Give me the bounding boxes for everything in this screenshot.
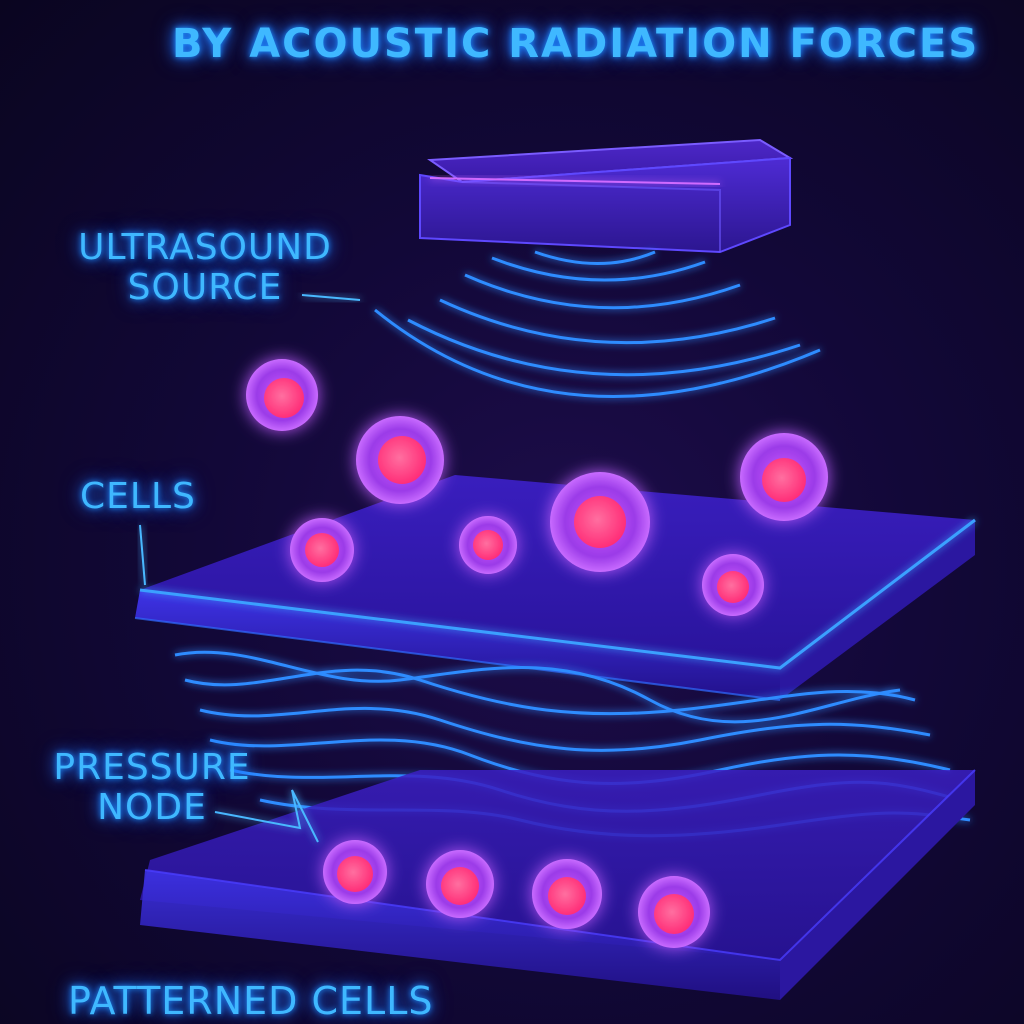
label-pressure-node: PRESSURE NODE xyxy=(53,747,251,829)
diagram-title: BY ACOUSTIC RADIATION FORCES xyxy=(172,21,980,67)
cell xyxy=(740,433,828,521)
cell xyxy=(459,516,517,574)
ultrasound-source-transducer xyxy=(419,138,794,254)
cell-plate-top xyxy=(134,475,976,701)
ultrasound-label-leader xyxy=(301,294,361,301)
patterned-cell xyxy=(323,840,387,904)
cell xyxy=(550,472,650,572)
ultrasound-wavefronts xyxy=(374,250,821,399)
label-cells: CELLS xyxy=(80,476,196,517)
patterned-cell xyxy=(532,859,602,929)
cell xyxy=(290,518,354,582)
cell xyxy=(702,554,764,616)
patterned-cells-group xyxy=(323,840,710,948)
cells-label-leader xyxy=(139,524,146,586)
cell xyxy=(356,416,444,504)
pressure-node-leader xyxy=(214,789,319,843)
patterned-cell xyxy=(426,850,494,918)
cell xyxy=(246,359,318,431)
patterned-cell xyxy=(638,876,710,948)
label-ultrasound-source: ULTRASOUND SOURCE xyxy=(78,227,332,309)
label-patterned-cells: PATTERNED CELLS xyxy=(68,979,434,1023)
cells-group xyxy=(246,359,828,616)
